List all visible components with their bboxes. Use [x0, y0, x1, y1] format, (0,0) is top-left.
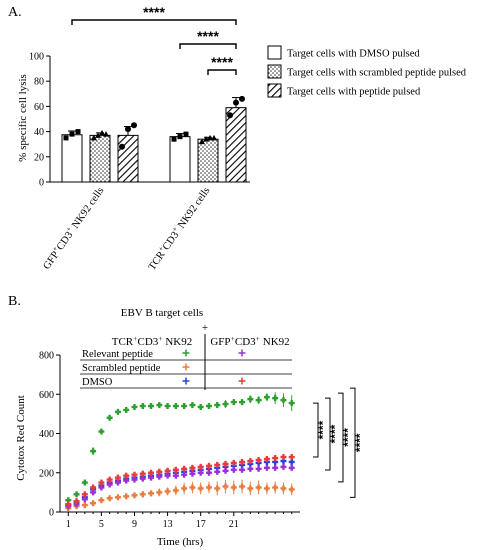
- significance-label: ****: [341, 428, 355, 447]
- time-course-y-tick-label: 200: [39, 468, 54, 479]
- time-course-y-tick-label: 800: [39, 351, 54, 362]
- time-course-x-tick-label: 5: [99, 519, 104, 530]
- time-course-x-axis-label: Time (hrs): [157, 536, 204, 548]
- legend-label: Target cells with peptide pulsed: [287, 87, 421, 98]
- data-point: [63, 135, 69, 141]
- data-point: [183, 131, 189, 137]
- data-point: [75, 129, 81, 135]
- legend-label: Target cells with scrambled peptide puls…: [287, 68, 467, 79]
- data-point: [171, 136, 177, 142]
- significance-bracket: [179, 43, 237, 49]
- table-row-label: DMSO: [82, 377, 113, 388]
- bar-chart-y-tick-label: 0: [39, 178, 44, 189]
- time-course-chart: EBV B target cells + Cytotox Red Count T…: [15, 307, 367, 548]
- significance-bracket: [325, 397, 331, 471]
- significance-label: ****: [143, 4, 165, 20]
- bar-chart-y-axis-label: % specific cell lysis: [17, 74, 29, 162]
- time-course-y-axis-label: Cytotox Red Count: [15, 395, 27, 481]
- bar: [197, 138, 219, 183]
- table-row-label: Scrambled peptide: [82, 363, 161, 374]
- significance-label: ****: [197, 28, 219, 44]
- bar: [169, 136, 191, 183]
- bar: [61, 134, 83, 183]
- time-course-x-tick-label: 21: [229, 519, 239, 530]
- data-point: [227, 112, 233, 119]
- significance-bracket: [338, 392, 344, 483]
- significance-bracket: [350, 387, 356, 498]
- data-point: [207, 134, 213, 141]
- legend-swatch: [267, 64, 282, 79]
- significance-label: ****: [353, 433, 367, 452]
- bar-chart-y-tick-label: 100: [29, 52, 44, 63]
- time-course-y-tick-label: 400: [39, 429, 54, 440]
- data-point: [99, 129, 105, 136]
- bar: [89, 134, 111, 183]
- bar: [225, 107, 247, 183]
- time-course-x-tick-label: 17: [196, 519, 206, 530]
- legend-label: Target cells with DMSO pulsed: [287, 49, 420, 60]
- data-point: [239, 95, 245, 102]
- legend-swatch: [267, 83, 282, 98]
- significance-label: ****: [211, 54, 233, 70]
- bar-chart-y-tick-label: 60: [34, 102, 44, 113]
- time-course-y-tick-label: 0: [49, 508, 54, 519]
- data-point: [95, 132, 101, 138]
- significance-label: ****: [328, 424, 342, 443]
- data-point: [91, 134, 97, 141]
- significance-bracket: [207, 69, 237, 75]
- table-header-tcr: TCR+CD3+ NK92: [112, 334, 193, 349]
- significance-bracket: [313, 402, 319, 458]
- time-course-x-tick-label: 9: [132, 519, 137, 530]
- table-row-label: Relevant peptide: [82, 349, 153, 360]
- data-point: [119, 143, 125, 150]
- bar-chart: % specific cell lysis 0 20 40 60 80 100 **** *…: [17, 4, 467, 273]
- time-course-title-plus: +: [202, 322, 208, 334]
- data-point: [233, 99, 239, 106]
- legend-swatch: [267, 45, 282, 60]
- panel-a-label: A.: [8, 5, 22, 20]
- bar-chart-y-tick-label: 20: [34, 152, 44, 163]
- time-course-x-tick-label: 13: [163, 519, 173, 530]
- data-point: [103, 131, 109, 137]
- time-course-title: EBV B target cells: [121, 307, 203, 319]
- time-course-y-tick-label: 600: [39, 390, 54, 401]
- bar: [117, 134, 139, 183]
- panel-b-label: B.: [8, 294, 21, 309]
- data-point: [177, 134, 183, 140]
- bar-chart-y-tick-label: 80: [34, 77, 44, 88]
- data-point: [199, 138, 205, 145]
- data-point: [69, 131, 75, 137]
- significance-label: ****: [316, 420, 330, 439]
- table-header-gfp: GFP+CD3+ NK92: [210, 334, 289, 349]
- significance-bracket: [71, 19, 237, 25]
- data-point: [125, 126, 131, 133]
- time-course-x-tick-label: 1: [66, 519, 71, 530]
- bar-chart-group-label: GFP+CD3+ NK92 cells: [39, 183, 107, 271]
- bar-chart-y-tick-label: 40: [34, 127, 44, 138]
- data-point: [211, 134, 217, 141]
- data-point: [131, 122, 137, 129]
- bar-chart-group-label: TCR+CD3+ NK92 cells: [144, 183, 213, 272]
